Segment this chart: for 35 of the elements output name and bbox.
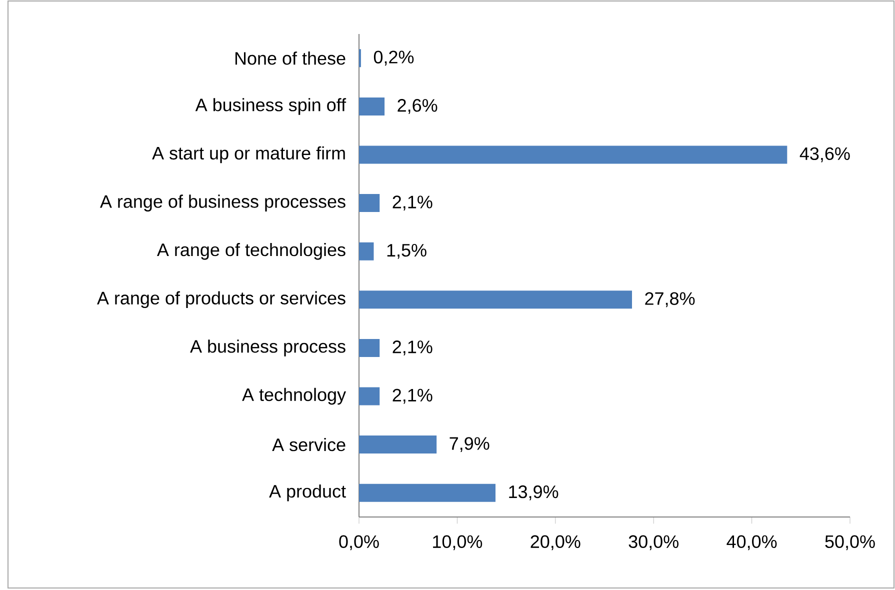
data-label: 2,1% <box>392 340 432 356</box>
x-tick-label: 50,0% <box>825 535 875 550</box>
bar <box>359 97 385 116</box>
bar <box>359 242 374 260</box>
bar <box>359 338 380 357</box>
data-label: 7,9% <box>450 437 490 452</box>
data-label: 13,9% <box>509 485 558 500</box>
data-label: 1,5% <box>387 244 426 259</box>
data-label: 0,2% <box>374 50 414 66</box>
bar <box>359 484 496 502</box>
y-tick-label: A business spin off <box>195 98 346 115</box>
x-tick-label: 10,0% <box>433 535 482 550</box>
data-label: 43,6% <box>800 147 850 162</box>
y-tick-label: A technology <box>242 388 346 405</box>
x-tick-label: 30,0% <box>628 535 678 550</box>
y-tick-label: A product <box>269 484 346 502</box>
bar <box>359 194 380 212</box>
y-tick-label: None of these <box>235 52 346 65</box>
y-tick-label: A range of products or services <box>96 291 346 308</box>
data-label: 2,1% <box>392 196 432 210</box>
x-tick-label: 0,0% <box>339 535 379 550</box>
x-tick-label: 40,0% <box>726 535 777 550</box>
data-label: 2,6% <box>398 99 438 114</box>
bar <box>359 290 632 309</box>
data-label: 27,8% <box>645 292 695 308</box>
y-tick-label: A range of business processes <box>100 194 346 212</box>
y-tick-label: A start up or mature firm <box>152 146 345 164</box>
data-label: 2,1% <box>392 388 432 404</box>
x-tick-label: 20,0% <box>530 535 580 550</box>
y-tick-label: A business process <box>190 340 346 356</box>
bar <box>359 387 380 406</box>
bar <box>359 436 437 454</box>
y-tick-label: A service <box>272 438 346 452</box>
y-tick-label: A range of technologies <box>156 242 346 260</box>
bar <box>359 146 788 164</box>
